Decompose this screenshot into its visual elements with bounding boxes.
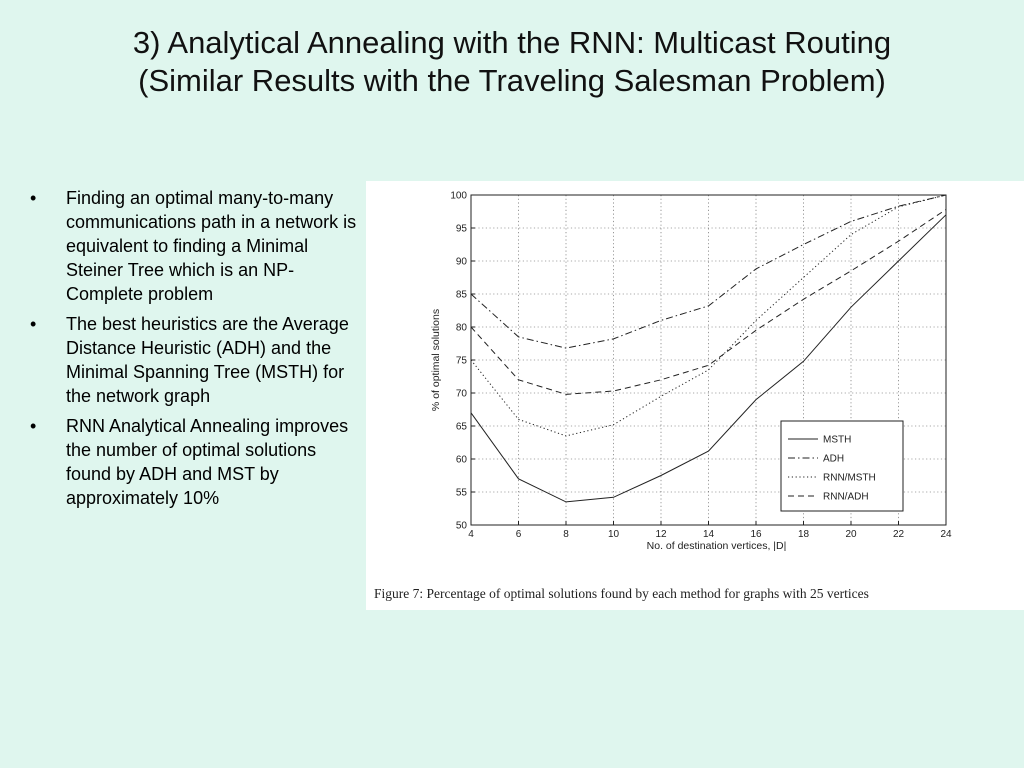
slide-title: 3) Analytical Annealing with the RNN: Mu… <box>0 24 1024 100</box>
y-tick-label: 85 <box>456 290 468 301</box>
x-tick-label: 6 <box>516 529 522 540</box>
bullet-list: • Finding an optimal many-to-many commun… <box>28 186 358 516</box>
slide-title-line-1: 3) Analytical Annealing with the RNN: Mu… <box>132 25 892 60</box>
series-line-msth <box>470 214 947 503</box>
x-tick-label: 10 <box>608 529 620 540</box>
x-axis-label: No. of destination vertices, |D| <box>647 540 787 552</box>
y-tick-label: 80 <box>456 323 468 334</box>
y-tick-label: 95 <box>456 224 468 235</box>
figure-panel: 4 6 8 10 12 14 16 18 20 22 24 50 55 60 65 70 75 80 85 90 95 1… <box>366 181 1024 610</box>
legend-entry: ADH <box>823 454 844 465</box>
x-tick-label: 4 <box>468 529 474 540</box>
y-tick-label: 50 <box>456 521 468 532</box>
series-line-rnn-msth <box>470 194 947 437</box>
y-tick-label: 65 <box>456 422 468 433</box>
series-line-rnn-adh <box>470 209 947 395</box>
figure-caption: Figure 7: Percentage of optimal solution… <box>374 586 869 601</box>
x-tick-label: 16 <box>750 529 762 540</box>
y-tick-label: 90 <box>456 257 468 268</box>
legend-entry: RNN/ADH <box>823 492 869 503</box>
x-tick-label: 24 <box>940 529 952 540</box>
y-axis-label: % of optimal solutions <box>430 309 442 411</box>
y-tick-label: 100 <box>450 191 467 202</box>
x-tick-label: 14 <box>703 529 715 540</box>
bullet-symbol: • <box>30 188 37 208</box>
bullet-text: Finding an optimal many-to-many communic… <box>66 188 357 304</box>
x-tick-label: 20 <box>845 529 857 540</box>
bullet-item: • Finding an optimal many-to-many commun… <box>28 186 358 306</box>
series-line-adh <box>470 194 947 349</box>
bullet-item: • RNN Analytical Annealing improves the … <box>28 414 358 510</box>
bullet-item: • The best heuristics are the Average Di… <box>28 312 358 408</box>
slide-title-line-2: (Similar Results with the Traveling Sale… <box>138 63 886 98</box>
y-tick-label: 55 <box>456 488 468 499</box>
line-chart: 4 6 8 10 12 14 16 18 20 22 24 50 55 60 65 70 75 80 85 90 95 1… <box>430 191 952 553</box>
bullet-text: The best heuristics are the Average Dist… <box>66 314 349 406</box>
x-tick-label: 8 <box>563 529 569 540</box>
bullet-symbol: • <box>30 314 37 334</box>
x-tick-label: 12 <box>655 529 667 540</box>
y-tick-label: 70 <box>456 389 468 400</box>
legend-entry: MSTH <box>823 435 851 446</box>
x-tick-label: 18 <box>798 529 810 540</box>
y-tick-label: 75 <box>456 356 468 367</box>
y-tick-label: 60 <box>456 455 468 466</box>
bullet-text: RNN Analytical Annealing improves the nu… <box>66 416 349 508</box>
legend-entry: RNN/MSTH <box>823 473 876 484</box>
bullet-symbol: • <box>30 416 37 436</box>
x-tick-label: 22 <box>893 529 905 540</box>
